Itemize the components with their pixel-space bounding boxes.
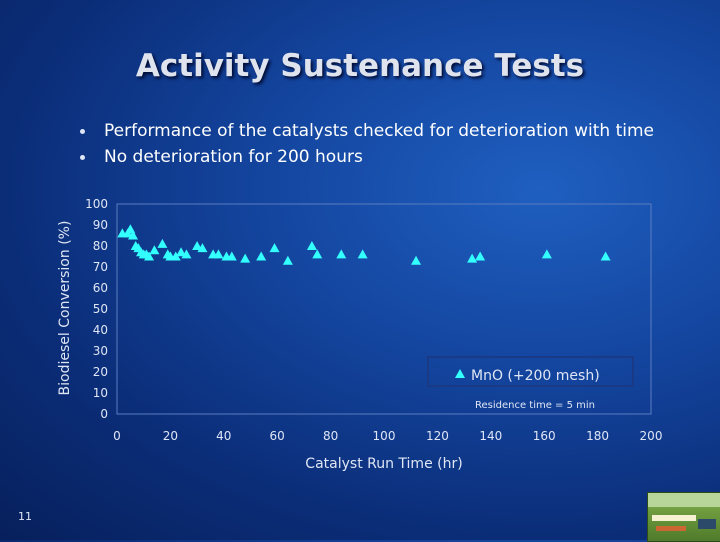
data-point (149, 245, 160, 255)
x-tick-label: 40 (216, 429, 231, 443)
legend-marker-icon (455, 369, 465, 378)
data-point (213, 249, 224, 259)
x-tick-label: 180 (586, 429, 609, 443)
chart-annotation: Residence time = 5 min (475, 400, 595, 411)
y-tick-label: 100 (85, 197, 108, 211)
x-tick-label: 200 (640, 429, 663, 443)
y-tick-label: 40 (93, 323, 108, 337)
bullet-item: Performance of the catalysts checked for… (80, 118, 654, 144)
x-tick-label: 140 (479, 429, 502, 443)
data-point (411, 255, 422, 265)
x-tick-label: 80 (323, 429, 338, 443)
data-point (269, 243, 280, 253)
x-axis-label: Catalyst Run Time (hr) (305, 456, 462, 472)
slide-title: Activity Sustenance Tests (135, 48, 585, 84)
data-point (600, 251, 611, 261)
x-tick-label: 0 (113, 429, 121, 443)
data-point (306, 241, 317, 250)
y-tick-label: 90 (93, 218, 108, 232)
x-tick-label: 160 (533, 429, 556, 443)
bullet-item: No deterioration for 200 hours (80, 144, 654, 170)
data-point (170, 251, 181, 261)
y-tick-label: 20 (93, 365, 108, 379)
legend-box (427, 356, 634, 387)
plot-area (116, 203, 652, 415)
bullet-list: Performance of the catalysts checked for… (80, 118, 654, 170)
y-tick-label: 30 (93, 344, 108, 358)
x-tick-label: 120 (426, 429, 449, 443)
x-tick-label: 100 (373, 429, 396, 443)
data-point (144, 251, 155, 261)
data-point (336, 249, 347, 259)
data-point (467, 253, 478, 263)
photo-thumbnail (647, 492, 720, 542)
data-point (157, 238, 168, 248)
y-tick-label: 10 (93, 386, 108, 400)
legend-label: MnO (+200 mesh) (471, 368, 600, 384)
data-point (357, 249, 368, 259)
data-point (312, 249, 323, 259)
bullet-text: Performance of the catalysts checked for… (104, 121, 654, 141)
y-tick-label: 70 (93, 260, 108, 274)
y-tick-label: 50 (93, 302, 108, 316)
x-tick-label: 20 (163, 429, 178, 443)
data-point (197, 243, 208, 253)
page-number: 11 (18, 510, 32, 523)
data-point (181, 249, 192, 259)
y-tick-label: 80 (93, 239, 108, 253)
y-axis-label: Biodiesel Conversion (%) (57, 221, 73, 396)
data-point (256, 251, 267, 261)
data-point (192, 241, 203, 250)
data-point (226, 251, 237, 261)
data-point (475, 251, 486, 261)
data-point (125, 224, 136, 234)
data-point (541, 249, 552, 259)
bullet-icon (80, 155, 85, 160)
data-point (282, 255, 293, 265)
y-tick-label: 0 (100, 407, 108, 421)
data-point (176, 247, 187, 257)
y-tick-label: 60 (93, 281, 108, 295)
data-point (240, 253, 251, 263)
bullet-text: No deterioration for 200 hours (104, 147, 363, 167)
bullet-icon (80, 129, 85, 134)
x-tick-label: 60 (270, 429, 285, 443)
data-point (128, 230, 139, 240)
